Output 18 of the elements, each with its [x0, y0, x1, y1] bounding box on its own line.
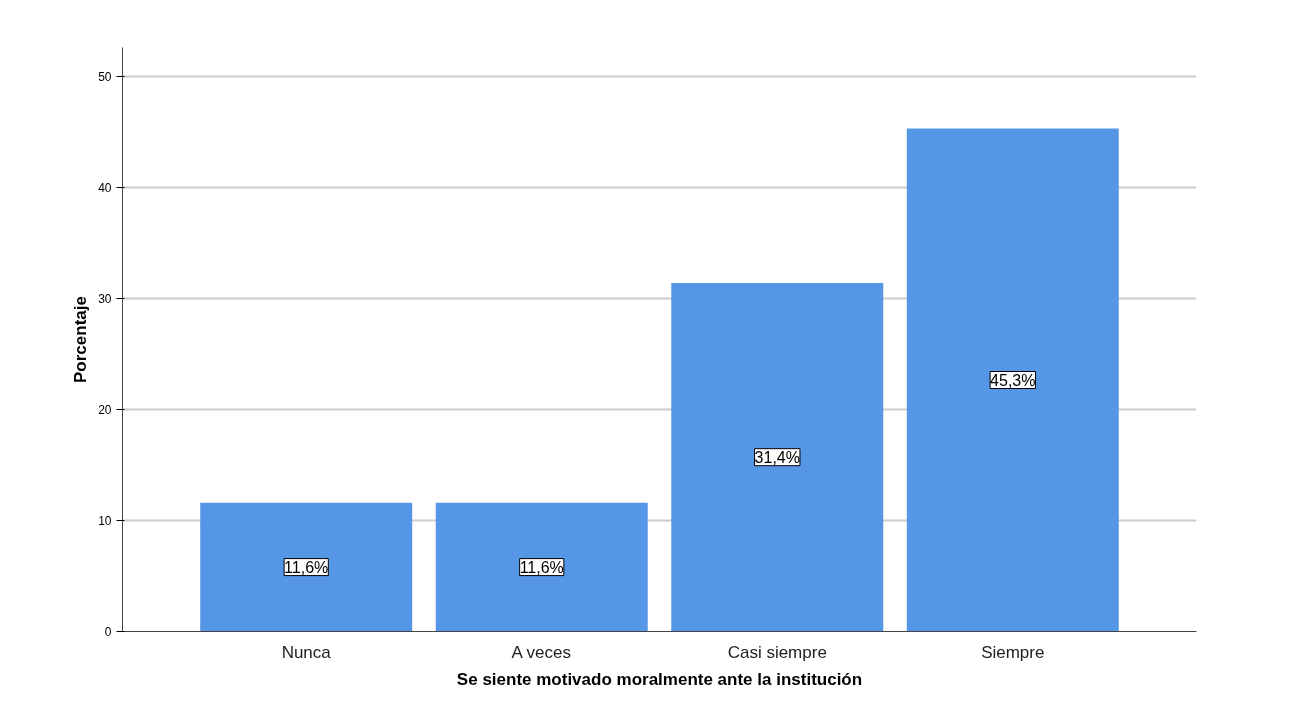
data-label: 11,6% — [284, 558, 329, 576]
y-tick-label: 50 — [98, 69, 112, 84]
y-tick-label: 40 — [98, 180, 112, 195]
bar — [200, 502, 413, 632]
y-tick-label: 0 — [104, 625, 112, 639]
x-tick-label: Casi siempre — [727, 642, 827, 662]
y-tick-label: 10 — [98, 513, 112, 528]
y-axis-title: Porcentaje — [71, 296, 91, 383]
bar — [906, 128, 1119, 632]
x-axis-title: Se siente motivado moralmente ante la institución — [456, 669, 863, 689]
bar — [435, 502, 648, 632]
x-tick-label: A veces — [511, 642, 572, 662]
bar — [671, 282, 884, 632]
x-tick-label: Nunca — [281, 642, 332, 662]
data-label: 11,6% — [519, 558, 564, 576]
y-tick-label: 30 — [98, 291, 112, 306]
y-tick-label: 20 — [98, 402, 112, 417]
x-tick-label: Siempre — [981, 642, 1045, 662]
